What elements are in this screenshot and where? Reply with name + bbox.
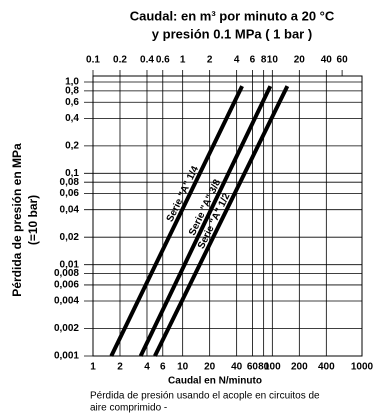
y-tick-label: 0,04 bbox=[60, 204, 80, 215]
y-tick-label: 0,006 bbox=[54, 280, 79, 291]
y-tick-label: 0,008 bbox=[54, 268, 79, 279]
y-tick-label: 0,6 bbox=[65, 97, 79, 108]
y-tick-label: 0,1 bbox=[65, 168, 79, 179]
series-line bbox=[153, 85, 290, 357]
x2-tick-label: 0.1 bbox=[86, 55, 100, 66]
x-tick-label: 100 bbox=[264, 362, 281, 373]
series-line bbox=[109, 85, 244, 357]
x2-tick-label: 2 bbox=[207, 55, 213, 66]
x2-tick-label: 0.2 bbox=[113, 55, 127, 66]
x2-tick-label: 20 bbox=[294, 55, 306, 66]
x-tick-label: 40 bbox=[231, 362, 243, 373]
x-tick-label: 80 bbox=[258, 362, 270, 373]
x2-tick-label: 8 bbox=[261, 55, 267, 66]
y-tick-label: 0,02 bbox=[60, 232, 80, 243]
x2-tick-label: 4 bbox=[234, 55, 240, 66]
x-tick-label: 20 bbox=[204, 362, 216, 373]
x-tick-label: 1 bbox=[90, 362, 96, 373]
x-tick-label: 10 bbox=[177, 362, 189, 373]
x2-tick-label: 60 bbox=[337, 55, 349, 66]
y-tick-label: 0,001 bbox=[54, 351, 79, 362]
y-axis-label: Pérdida de presión en MPa bbox=[10, 143, 24, 297]
x2-tick-label: 40 bbox=[321, 55, 333, 66]
y-tick-label: 0,002 bbox=[54, 323, 79, 334]
y-tick-label: 0,01 bbox=[60, 259, 80, 270]
y-tick-label: 0,06 bbox=[60, 188, 80, 199]
x-tick-label: 2 bbox=[117, 362, 123, 373]
note: Pérdida de presión usando el acople en c… bbox=[90, 391, 320, 402]
chart-subtitle: y presión 0.1 MPa ( 1 bar ) bbox=[152, 26, 312, 41]
x-tick-label: 4 bbox=[144, 362, 150, 373]
x2-tick-label: 1 bbox=[180, 55, 186, 66]
chart-title: Caudal: en m³ por minuto a 20 °C bbox=[130, 8, 335, 23]
x-tick-label: 400 bbox=[318, 362, 335, 373]
note: aire comprimido - bbox=[90, 403, 167, 414]
y-tick-label: 0,08 bbox=[60, 177, 80, 188]
x-tick-label: 60 bbox=[247, 362, 259, 373]
y-tick-label: 0,8 bbox=[65, 85, 79, 96]
x-tick-label: 200 bbox=[291, 362, 308, 373]
y-tick-label: 0,4 bbox=[65, 113, 79, 124]
series-line bbox=[138, 85, 273, 357]
x2-tick-label: 0.6 bbox=[156, 55, 170, 66]
y-tick-label: 0,004 bbox=[54, 296, 79, 307]
x2-tick-label: 10 bbox=[267, 55, 279, 66]
x-axis-label: Caudal en N/minuto bbox=[168, 376, 262, 387]
y-tick-label: 1,0 bbox=[65, 77, 79, 88]
x-tick-label: 6 bbox=[160, 362, 166, 373]
x2-tick-label: 0.4 bbox=[140, 55, 154, 66]
y-tick-label: 0,2 bbox=[65, 140, 79, 151]
x2-tick-label: 6 bbox=[250, 55, 256, 66]
y-axis-label: (=10 bar) bbox=[26, 195, 40, 245]
x-tick-label: 1000 bbox=[351, 362, 374, 373]
